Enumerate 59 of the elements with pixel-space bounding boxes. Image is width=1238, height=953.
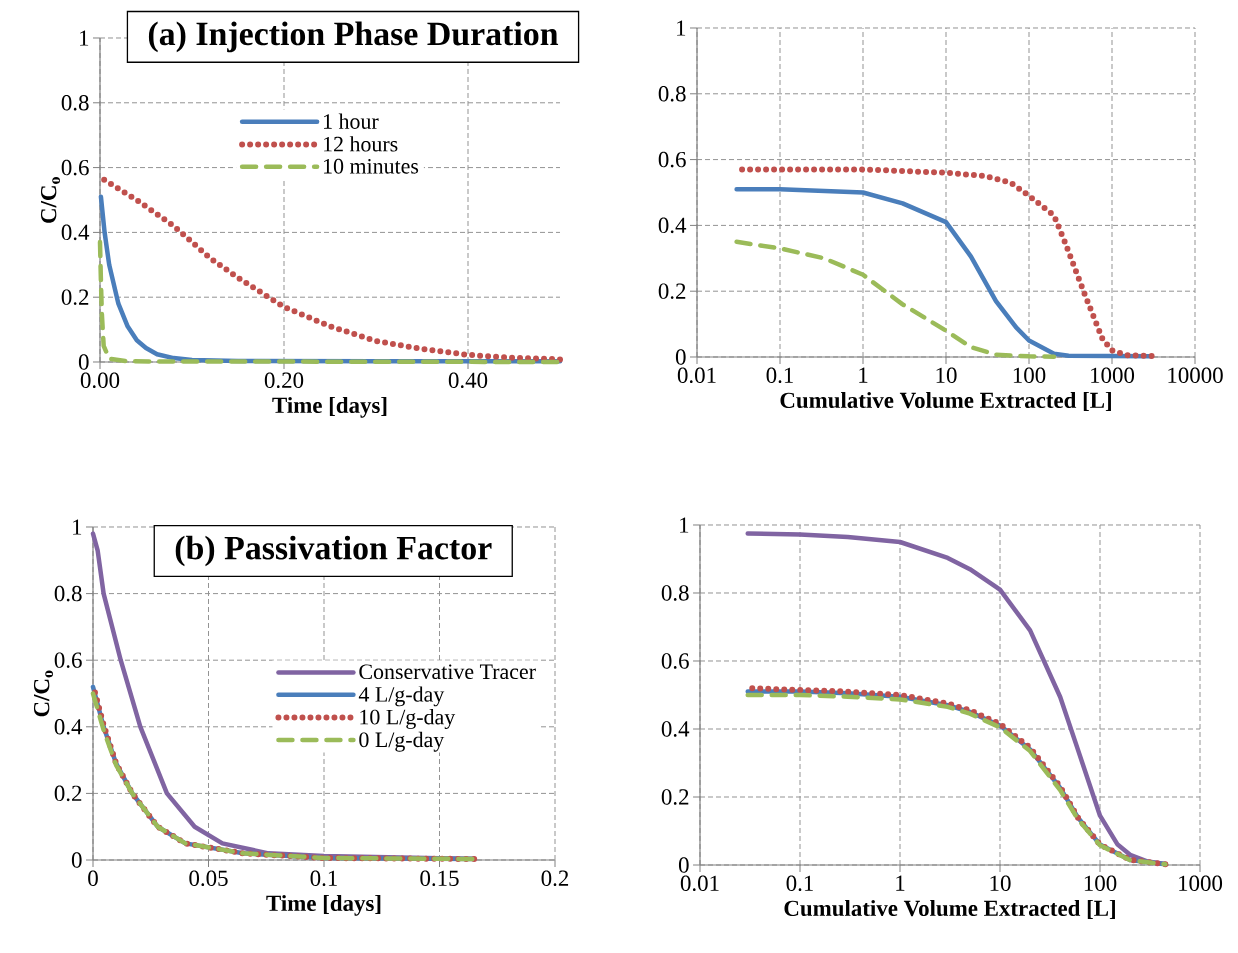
y-tick-label: 0.4 xyxy=(54,719,83,735)
x-tick-label: 100 xyxy=(1013,367,1046,383)
y-tick-label: 0 xyxy=(678,857,689,873)
x-tick-label: 0.01 xyxy=(677,367,716,384)
y-tick-label: 0.2 xyxy=(658,283,686,299)
x-tick-label: 0.1 xyxy=(786,875,813,892)
legend-label: 4 L/g-day xyxy=(358,686,445,707)
legend-label: Conservative Tracer xyxy=(359,664,536,680)
x-tick-label: 0.05 xyxy=(189,870,228,887)
y-tick-label: 1 xyxy=(680,517,689,533)
x-tick-label: 1000 xyxy=(1091,367,1135,383)
x-tick-label: 10 xyxy=(936,367,957,383)
legend-label: 0 L/g-day xyxy=(359,731,445,752)
y-tick-label: 1 xyxy=(80,30,89,46)
y-tick-label: 0.2 xyxy=(661,789,689,805)
y-tick-label: 1 xyxy=(73,519,82,535)
y-tick-label: 0.4 xyxy=(658,217,687,234)
y-axis-title: C/C$_{o}$ xyxy=(33,670,53,717)
x-tick-label: 0.2 xyxy=(541,870,569,887)
x-tick-label: 0.15 xyxy=(420,870,459,887)
y-tick-label: 0.6 xyxy=(661,653,689,669)
x-tick-label: 100 xyxy=(1084,875,1117,891)
legend-label: 12 hours xyxy=(324,136,398,152)
x-axis-title: Time [days] xyxy=(266,894,381,916)
y-tick-label: 0.4 xyxy=(661,721,690,737)
x-tick-label: 1 xyxy=(859,367,868,383)
x-tick-label: 0.01 xyxy=(680,875,719,892)
legend-label: 10 minutes xyxy=(324,158,419,174)
y-tick-label: 0 xyxy=(78,354,89,370)
y-tick-label: 0 xyxy=(675,349,686,365)
y-axis-title: C/C$_{o}$ xyxy=(40,177,60,223)
legend-label: 10 L/g-day xyxy=(360,709,456,729)
x-axis-title: Cumulative Volume Extracted [L] xyxy=(780,391,1111,411)
y-tick-label: 0.8 xyxy=(61,95,89,111)
y-tick-label: 0.4 xyxy=(61,224,90,241)
y-tick-label: 0.6 xyxy=(54,652,82,668)
x-axis-title: Cumulative Volume Extracted [L] xyxy=(784,899,1115,919)
y-tick-label: 1 xyxy=(677,20,686,36)
y-tick-label: 0 xyxy=(71,852,82,868)
x-tick-label: 1 xyxy=(896,875,905,891)
y-tick-label: 0.8 xyxy=(54,585,82,602)
x-tick-label: 0.40 xyxy=(448,372,488,389)
y-tick-label: 0.8 xyxy=(661,585,689,601)
x-tick-label: 0.1 xyxy=(766,367,793,384)
x-tick-label: 0.00 xyxy=(80,372,120,389)
x-axis-title: Time [days] xyxy=(272,396,387,418)
y-tick-label: 0.8 xyxy=(658,86,686,102)
y-tick-label: 0.6 xyxy=(658,151,686,168)
x-tick-label: 0.20 xyxy=(264,372,304,389)
x-tick-label: 1000 xyxy=(1179,875,1223,891)
legend-label: 1 hour xyxy=(324,113,379,129)
x-tick-label: 0.1 xyxy=(310,870,337,887)
y-tick-label: 0.2 xyxy=(61,289,89,305)
x-tick-label: 10 xyxy=(990,875,1011,891)
y-tick-label: 0.2 xyxy=(54,785,82,802)
y-tick-label: 0.6 xyxy=(61,159,89,176)
chart-title: (b) Passivation Factor xyxy=(175,535,492,567)
chart-title: (a) Injection Phase Duration xyxy=(148,21,559,53)
x-tick-label: 10000 xyxy=(1168,367,1223,383)
